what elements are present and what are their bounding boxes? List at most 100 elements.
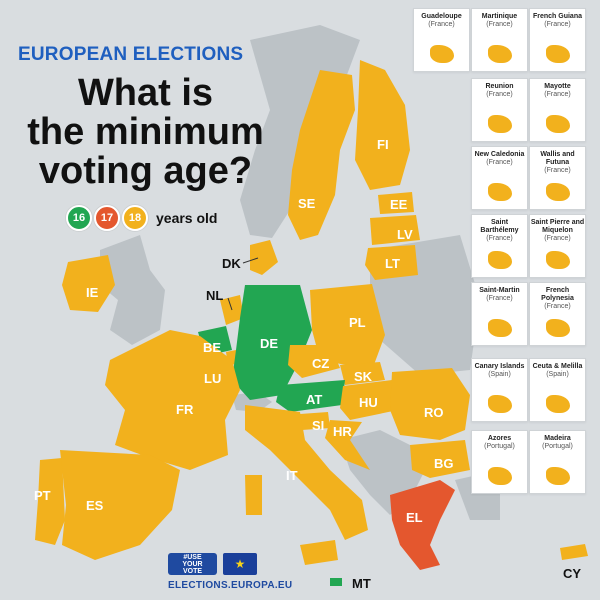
label-AT: AT — [306, 392, 323, 407]
leader-line-dk — [242, 257, 259, 264]
inset-country: (France) — [544, 167, 571, 174]
inset-wallis-futuna: Wallis and Futuna (France) — [529, 146, 586, 210]
label-DK: DK — [222, 256, 241, 271]
header: EUROPEAN ELECTIONS What is the minimum v… — [18, 44, 278, 191]
country-shape-RO — [390, 368, 470, 440]
inset-shape — [430, 45, 454, 63]
country-shape-CZ — [288, 345, 340, 378]
label-LU: LU — [204, 371, 222, 386]
country-shape-LT — [365, 245, 418, 280]
inset-shape — [488, 319, 512, 337]
country-shape-ES — [60, 450, 180, 560]
country-shape-LV — [370, 215, 420, 245]
label-FR: FR — [176, 402, 194, 417]
inset-saint-barthelemy: Saint Barthélemy (France) — [471, 214, 528, 278]
inset-shape — [488, 251, 512, 269]
inset-country: (France) — [544, 21, 571, 28]
inset-shape — [546, 395, 570, 413]
inset-shape — [546, 115, 570, 133]
page-title: What is the minimum voting age? — [18, 74, 273, 191]
inset-shape — [488, 45, 512, 63]
legend-dot-18: 18 — [122, 205, 148, 231]
inset-name: New Caledonia — [474, 151, 525, 158]
inset-saint-pierre-miquelon: Saint Pierre and Miquelon (France) — [529, 214, 586, 278]
inset-name: Azores — [487, 435, 512, 442]
inset-canary-islands: Canary Islands (Spain) — [471, 358, 528, 422]
country-shape-SK — [340, 362, 385, 385]
label-PT: PT — [34, 488, 51, 503]
country-shape-DE — [232, 285, 312, 400]
label-BE: BE — [203, 340, 222, 355]
country-shape-HU — [340, 380, 398, 420]
inset-country: (France) — [486, 21, 513, 28]
inset-mayotte: Mayotte (France) — [529, 78, 586, 142]
leader-line-nl — [227, 297, 233, 311]
label-SK: SK — [354, 369, 373, 384]
inset-saint-martin: Saint-Martin (France) — [471, 282, 528, 346]
inset-shape — [488, 395, 512, 413]
inset-country: (France) — [486, 159, 513, 166]
inset-country: (France) — [486, 235, 513, 242]
inset-name: Reunion — [485, 83, 514, 90]
label-SI: SI — [312, 418, 325, 433]
label-EL: EL — [406, 510, 423, 525]
country-shape-HR — [325, 420, 370, 470]
inset-country: (France) — [544, 303, 571, 310]
label-EE: EE — [390, 197, 408, 212]
inset-country: (France) — [486, 295, 513, 302]
title-line-2: the minimum — [27, 111, 264, 153]
label-LT: LT — [385, 256, 400, 271]
country-shape-FR — [105, 330, 240, 470]
inset-name: Saint Pierre and Miquelon — [530, 219, 585, 234]
label-CZ: CZ — [312, 356, 330, 371]
country-shape-IT-sicily — [300, 540, 338, 565]
legend-unit: years old — [156, 210, 218, 226]
inset-french-polynesia: French Polynesia (France) — [529, 282, 586, 346]
inset-name: Wallis and Futuna — [540, 151, 575, 166]
inset-azores: Azores (Portugal) — [471, 430, 528, 494]
label-IE: IE — [86, 285, 99, 300]
inset-name: French Polynesia — [541, 287, 574, 302]
inset-country: (Portugal) — [484, 443, 515, 450]
legend: 16 17 18 years old — [66, 205, 217, 231]
inset-shape — [546, 467, 570, 485]
website-url: ELECTIONS.EUROPA.EU — [168, 580, 293, 591]
inset-country: (France) — [486, 91, 513, 98]
label-DE: DE — [260, 336, 279, 351]
country-shape-EL — [390, 480, 455, 570]
inset-country: (Portugal) — [542, 443, 573, 450]
country-shape-PT — [35, 458, 65, 545]
inset-name: Mayotte — [544, 83, 571, 90]
country-shape-IE — [62, 255, 115, 312]
country-shape-SE — [288, 70, 355, 240]
title-line-3: voting age? — [38, 150, 253, 192]
inset-country: (France) — [544, 91, 571, 98]
label-SE: SE — [298, 196, 316, 211]
inset-shape — [488, 183, 512, 201]
country-shape-DK — [250, 240, 278, 275]
inset-shape — [546, 45, 570, 63]
country-shape-BG — [410, 440, 470, 478]
inset-country: (Spain) — [546, 371, 569, 378]
inset-name: Guadeloupe — [421, 13, 462, 20]
label-ES: ES — [86, 498, 104, 513]
inset-name: Ceuta & Melilla — [532, 363, 583, 370]
inset-name: Saint-Martin — [479, 287, 520, 294]
inset-name: Martinique — [481, 13, 518, 20]
label-HR: HR — [333, 424, 352, 439]
label-FI: FI — [377, 137, 389, 152]
country-shape-IT-sardinia — [245, 475, 262, 515]
inset-ceuta-melilla: Ceuta & Melilla (Spain) — [529, 358, 586, 422]
label-HU: HU — [359, 395, 378, 410]
inset-shape — [546, 183, 570, 201]
inset-reunion: Reunion (France) — [471, 78, 528, 142]
inset-madeira: Madeira (Portugal) — [529, 430, 586, 494]
country-shape-FI — [355, 60, 410, 190]
inset-new-caledonia: New Caledonia (France) — [471, 146, 528, 210]
kicker-text: EUROPEAN ELECTIONS — [18, 44, 244, 65]
badge-line-2: YOUR — [182, 560, 203, 568]
inset-shape — [546, 319, 570, 337]
inset-country: (France) — [544, 235, 571, 242]
inset-name: Canary Islands — [474, 363, 525, 370]
